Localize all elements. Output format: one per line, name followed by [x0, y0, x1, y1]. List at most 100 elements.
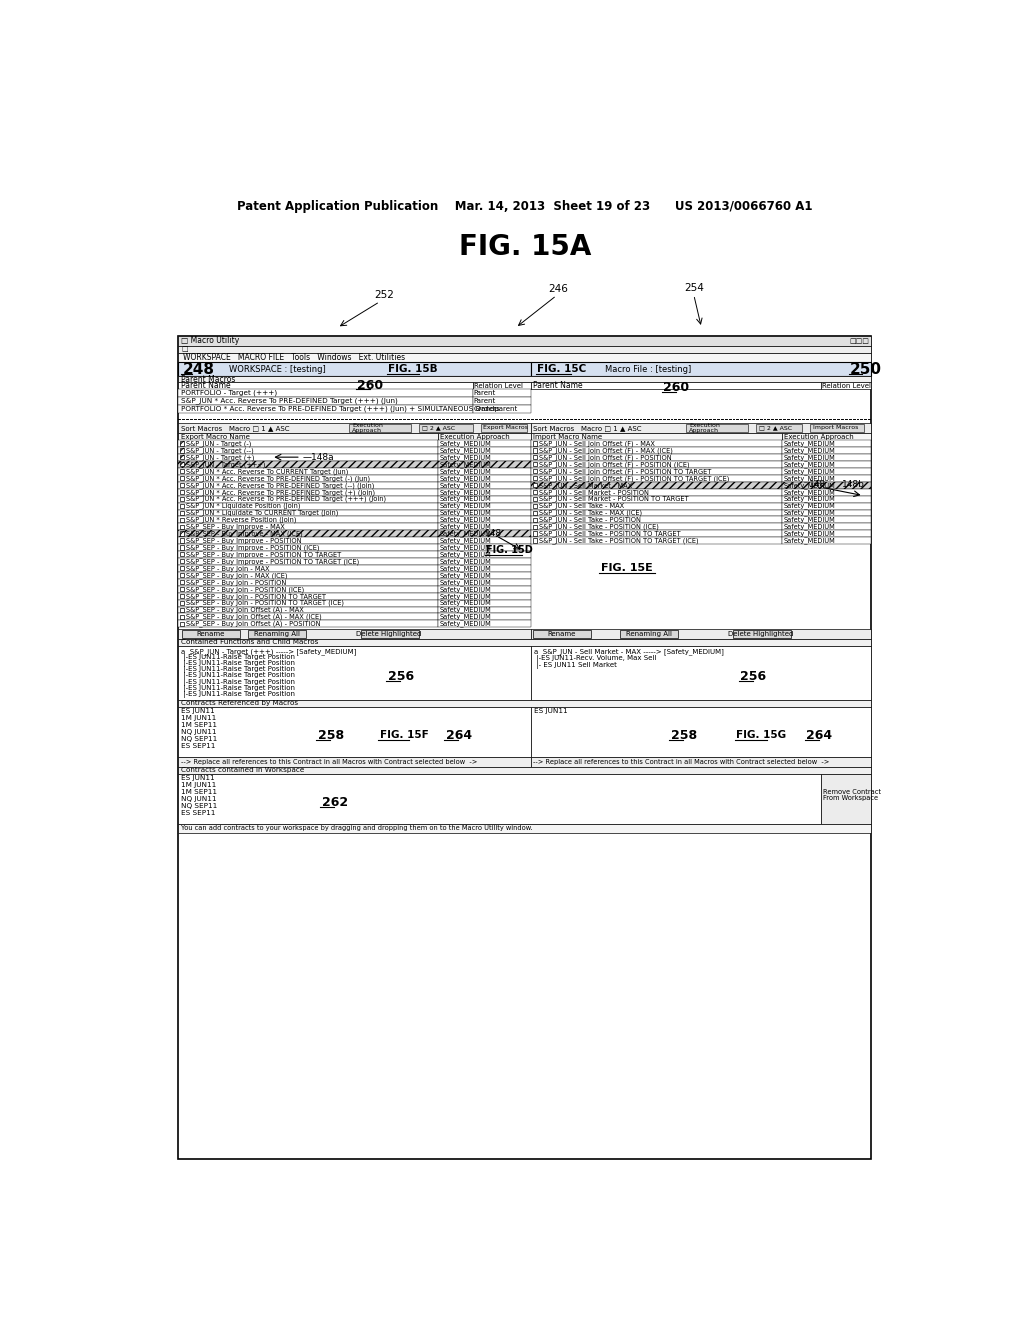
Bar	[438, 447, 531, 454]
Text: S&P_SEP - Buy Join Offset (A) - MAX: S&P_SEP - Buy Join Offset (A) - MAX	[186, 607, 304, 614]
Bar	[178, 645, 531, 700]
Bar	[438, 614, 531, 620]
Text: Remove Contract: Remove Contract	[823, 789, 882, 795]
Text: S&P_JUN - Sell Join Offset (F) - MAX: S&P_JUN - Sell Join Offset (F) - MAX	[539, 441, 654, 447]
Bar	[180, 477, 184, 480]
Text: Safety_MEDIUM: Safety_MEDIUM	[439, 537, 492, 544]
Bar	[178, 706, 531, 756]
Text: 1M SEP11: 1M SEP11	[181, 722, 217, 729]
Text: FIG. 15C: FIG. 15C	[538, 364, 587, 375]
Text: Safety_MEDIUM: Safety_MEDIUM	[783, 447, 836, 454]
Bar	[178, 767, 871, 774]
Bar	[473, 389, 531, 397]
Bar	[178, 488, 438, 496]
Text: |-ES JUN11-Raise Target Position: |-ES JUN11-Raise Target Position	[181, 660, 296, 667]
Text: 1M JUN11: 1M JUN11	[181, 783, 217, 788]
Text: |-ES JUN11-Raise Target Position: |-ES JUN11-Raise Target Position	[181, 685, 296, 692]
Text: S&P_SEP - Buy Improve - POSITION: S&P_SEP - Buy Improve - POSITION	[186, 537, 302, 544]
Bar	[531, 447, 782, 454]
Text: |-ES JUN11-Recv. Volume, Max Sell: |-ES JUN11-Recv. Volume, Max Sell	[535, 655, 656, 661]
Text: 246: 246	[548, 284, 568, 294]
Text: WORKSPACE : [testing]: WORKSPACE : [testing]	[228, 364, 326, 374]
Text: S&P_JUN - Target (--): S&P_JUN - Target (--)	[186, 447, 254, 454]
Bar	[438, 461, 531, 469]
Bar	[531, 706, 871, 756]
Bar	[178, 482, 438, 488]
Text: |-ES JUN11-Raise Target Position: |-ES JUN11-Raise Target Position	[181, 690, 296, 698]
Text: Rename: Rename	[197, 631, 225, 636]
Text: FIG. 15G: FIG. 15G	[736, 730, 786, 741]
Bar	[178, 578, 438, 586]
Bar	[178, 558, 438, 565]
Bar	[438, 544, 531, 552]
Bar	[180, 615, 184, 619]
Bar	[178, 628, 531, 639]
Text: Parent Macros: Parent Macros	[180, 375, 236, 384]
Text: □ 2 ▲ ASC: □ 2 ▲ ASC	[759, 425, 792, 430]
Bar	[178, 586, 438, 593]
Bar	[531, 454, 782, 461]
Bar	[180, 601, 184, 605]
Text: |-ES JUN11-Raise Target Position: |-ES JUN11-Raise Target Position	[181, 678, 296, 685]
Text: 262: 262	[322, 796, 348, 809]
Text: □ Macro Utility: □ Macro Utility	[181, 337, 240, 346]
Bar	[438, 552, 531, 558]
Text: S&P_JUN - Sell Take - POSITION (ICE): S&P_JUN - Sell Take - POSITION (ICE)	[539, 524, 658, 531]
Bar	[531, 363, 871, 376]
Text: 264: 264	[445, 729, 472, 742]
Text: Safety_MEDIUM: Safety_MEDIUM	[783, 524, 836, 531]
Bar	[178, 756, 531, 767]
Bar	[178, 389, 473, 397]
Text: Safety_MEDIUM: Safety_MEDIUM	[439, 503, 492, 510]
Text: S&P_JUN - Sell Join Offset (F) - POSITION TO TARGET: S&P_JUN - Sell Join Offset (F) - POSITIO…	[539, 469, 711, 475]
Text: NQ JUN11: NQ JUN11	[181, 796, 217, 803]
Text: Safety_MEDIUM: Safety_MEDIUM	[439, 441, 492, 447]
Text: --> Replace all references to this Contract in all Macros with Contract selected: --> Replace all references to this Contr…	[534, 759, 829, 764]
Text: PORTFOLIO * Acc. Reverse To PRE-DEFINED Target (+++) (Jun) + SIMULTANEOUS Orders: PORTFOLIO * Acc. Reverse To PRE-DEFINED …	[180, 405, 500, 412]
Text: Delete Highlighted: Delete Highlighted	[356, 631, 422, 636]
Bar	[782, 433, 871, 441]
Text: ES JUN11: ES JUN11	[181, 775, 215, 781]
Bar	[480, 424, 527, 432]
Bar	[782, 503, 871, 510]
Bar	[180, 483, 184, 487]
Text: 148: 148	[809, 480, 826, 490]
Bar	[473, 397, 531, 405]
Bar	[782, 475, 871, 482]
Text: S&P_JUN * Acc. Reverse To CURRENT Target (Jun): S&P_JUN * Acc. Reverse To CURRENT Target…	[186, 469, 348, 475]
Bar	[180, 560, 184, 564]
Text: Relation Level: Relation Level	[474, 383, 522, 389]
Bar	[178, 376, 871, 383]
Bar	[178, 397, 473, 405]
Text: S&P_SEP - Buy Improve - POSITION (ICE): S&P_SEP - Buy Improve - POSITION (ICE)	[186, 544, 319, 550]
Text: Rename: Rename	[548, 631, 577, 636]
Bar	[178, 516, 438, 524]
Text: ES SEP11: ES SEP11	[181, 810, 216, 816]
Bar	[532, 462, 537, 466]
Text: Safety_MEDIUM: Safety_MEDIUM	[783, 469, 836, 475]
Text: S&P_SEP - Buy Join - POSITION TO TARGET (ICE): S&P_SEP - Buy Join - POSITION TO TARGET …	[186, 599, 344, 606]
Bar	[178, 354, 871, 363]
Text: NQ SEP11: NQ SEP11	[181, 737, 218, 742]
Bar	[438, 454, 531, 461]
Bar	[782, 524, 871, 531]
Text: Contracts Referenced by Macros: Contracts Referenced by Macros	[180, 700, 298, 706]
Text: 250: 250	[850, 362, 882, 378]
Text: 258: 258	[317, 729, 344, 742]
Bar	[782, 441, 871, 447]
Text: 1M JUN11: 1M JUN11	[181, 715, 217, 721]
Text: 256: 256	[388, 671, 414, 684]
Bar	[531, 488, 782, 496]
Bar	[438, 558, 531, 565]
Text: ES JUN11: ES JUN11	[181, 709, 215, 714]
Bar	[532, 469, 537, 474]
Bar	[821, 383, 871, 389]
Text: S&P_JUN * Liquidate Position (Join): S&P_JUN * Liquidate Position (Join)	[186, 503, 301, 510]
Bar	[438, 469, 531, 475]
Bar	[531, 510, 782, 516]
Bar	[531, 524, 782, 531]
Text: Safety_MEDIUM: Safety_MEDIUM	[439, 586, 492, 593]
Text: Patent Application Publication    Mar. 14, 2013  Sheet 19 of 23      US 2013/006: Patent Application Publication Mar. 14, …	[237, 199, 813, 213]
Bar	[438, 572, 531, 579]
Text: S&P_JUN * Liquidate To CURRENT Target (Join): S&P_JUN * Liquidate To CURRENT Target (J…	[186, 510, 339, 516]
